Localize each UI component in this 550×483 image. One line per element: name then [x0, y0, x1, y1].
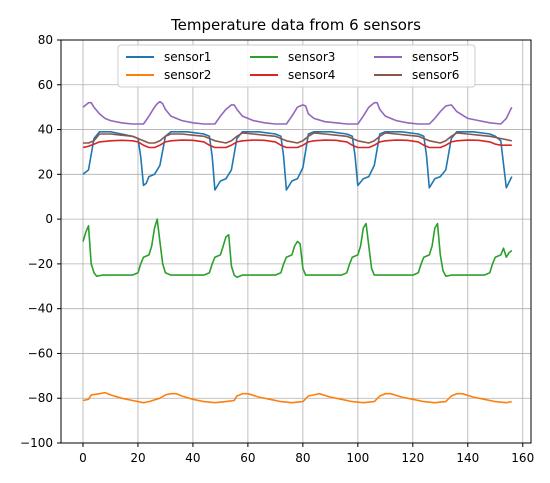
series-group — [82, 100, 513, 404]
legend-item: sensor6 — [374, 68, 459, 82]
y-tick-label: 20 — [38, 167, 53, 181]
y-tick-label: −60 — [28, 346, 53, 360]
legend-label: sensor2 — [164, 68, 211, 82]
y-tick-label: −80 — [28, 391, 53, 405]
x-tick-label: 20 — [130, 451, 145, 465]
plot-area — [61, 40, 531, 443]
legend: sensor1 sensor2 sensor3 sensor4 sensor5 senso… — [117, 44, 476, 88]
legend-label: sensor6 — [412, 68, 459, 82]
chart-title: Temperature data from 6 sensors — [170, 16, 421, 34]
x-tick-label: 40 — [185, 451, 200, 465]
series-line-sensor4 — [82, 139, 512, 149]
plot-frame — [60, 39, 532, 444]
legend-label: sensor5 — [412, 50, 459, 64]
x-tick-label: 0 — [79, 451, 87, 465]
y-tick-label: 0 — [45, 212, 53, 226]
x-tick-label: 140 — [456, 451, 479, 465]
axis-ticks: 0 20 40 60 80 100 120 140 160 −100 −80 −60 −40 −20 0 20… — [20, 33, 534, 465]
x-tick-label: 60 — [240, 451, 255, 465]
y-tick-label: −20 — [28, 257, 53, 271]
y-tick-label: −40 — [28, 302, 53, 316]
x-tick-label: 120 — [401, 451, 424, 465]
y-tick-label: −100 — [20, 436, 53, 450]
legend-item: sensor2 — [126, 68, 211, 82]
legend-item: sensor5 — [374, 50, 459, 64]
legend-label: sensor4 — [288, 68, 335, 82]
y-tick-label: 80 — [38, 33, 53, 47]
legend-label: sensor3 — [288, 50, 335, 64]
series-line-sensor5 — [82, 100, 513, 125]
legend-item: sensor3 — [250, 50, 335, 64]
legend-item: sensor4 — [250, 68, 335, 82]
x-tick-label: 160 — [511, 451, 534, 465]
legend-box — [117, 44, 476, 88]
series-line-sensor2 — [82, 391, 512, 404]
y-tick-label: 40 — [38, 123, 53, 137]
series-line-sensor6 — [83, 132, 512, 144]
x-tick-label: 100 — [346, 451, 369, 465]
series-line-sensor1 — [82, 131, 513, 191]
legend-item: sensor1 — [126, 50, 211, 64]
legend-label: sensor1 — [164, 50, 211, 64]
y-tick-label: 60 — [38, 78, 53, 92]
x-tick-label: 80 — [295, 451, 310, 465]
series-line-sensor3 — [82, 218, 513, 279]
